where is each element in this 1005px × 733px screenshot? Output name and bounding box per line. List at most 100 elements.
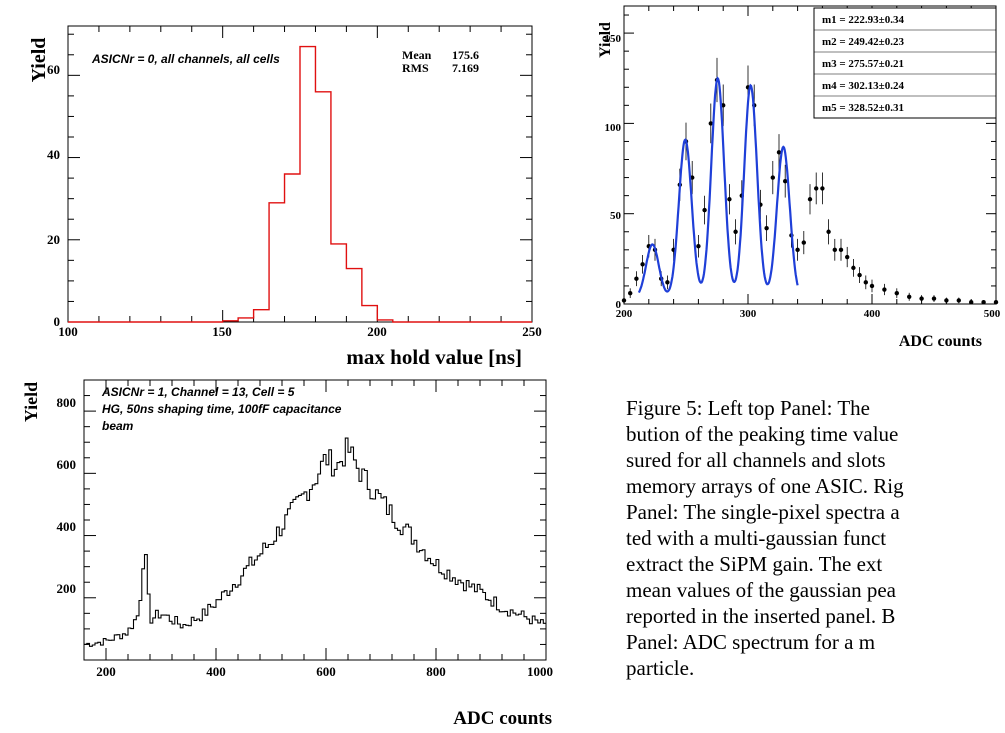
data-point [727, 197, 732, 202]
x-tick-label: 250 [522, 324, 542, 339]
data-point [634, 276, 639, 281]
y-tick-labels: 0 50 100 150 [605, 33, 622, 311]
data-point [764, 225, 769, 231]
y-tick-label: 400 [57, 519, 77, 534]
data-point [845, 254, 850, 260]
x-tick-label: 100 [58, 324, 78, 339]
x-tick-label: 300 [740, 308, 757, 320]
panel-top-left: Yield 0 20 40 60 100 150 200 250 ASICNr … [0, 0, 560, 372]
plot-annotation-line-2: HG, 50ns shaping time, 100fF capacitance [102, 402, 342, 416]
data-point [665, 280, 670, 285]
caption-line: Panel: The single-pixel spectra a [626, 500, 900, 524]
data-point [919, 296, 924, 301]
data-point [869, 283, 875, 289]
x-tick-label: 400 [206, 664, 226, 679]
panel-right: Yield 0 50 100 150 200 300 400 500 m1 = … [588, 0, 1005, 360]
ylabel: Yield [28, 38, 50, 83]
panel-bottom-left: Yield 200 400 600 800 200 400 600 800 10… [0, 372, 560, 729]
data-point [807, 197, 813, 202]
caption-line: Panel: ADC spectrum for a m [626, 630, 876, 654]
histogram-line [84, 437, 546, 647]
caption-line: particle. [626, 656, 695, 680]
data-point [621, 298, 627, 303]
plot-frame [623, 5, 997, 305]
xlabel: ADC counts [899, 333, 982, 350]
y-tick-label: 600 [57, 457, 77, 472]
data-point [993, 299, 999, 305]
data-point [857, 272, 862, 278]
data-point [956, 298, 961, 303]
axis-ticks [67, 26, 533, 323]
stats-mean-value: 175.6 [452, 48, 479, 62]
xlabel: max hold value [ns] [346, 345, 522, 369]
data-point [696, 244, 701, 249]
x-tick-labels: 200 300 400 500 [616, 308, 1001, 320]
data-point [826, 229, 831, 234]
plot-annotation-line-1: ASICNr = 1, Channel = 13, Cell = 5 [101, 385, 295, 399]
chart-bottom-left: Yield 200 400 600 800 200 400 600 800 10… [21, 379, 553, 729]
y-tick-label: 200 [57, 581, 77, 596]
stats-rms-label: RMS [402, 61, 429, 75]
data-point [776, 150, 782, 155]
data-point [733, 229, 738, 234]
x-tick-label: 200 [96, 664, 116, 679]
data-point [832, 247, 837, 253]
y-tick-label: 20 [47, 232, 60, 247]
fit-mean-m4: m4 = 302.13±0.24 [822, 80, 904, 92]
data-point [628, 290, 633, 296]
y-tick-label: 40 [47, 147, 60, 162]
stats-box: Mean 175.6 RMS 7.169 [402, 48, 479, 75]
fit-mean-m1: m1 = 222.93±0.34 [822, 14, 904, 26]
chart-right: Yield 0 50 100 150 200 300 400 500 m1 = … [597, 5, 1001, 350]
data-point [795, 247, 800, 253]
plot-annotation-line-3: beam [102, 419, 134, 433]
ylabel: Yield [597, 22, 614, 58]
x-tick-label: 400 [864, 308, 881, 320]
caption-line: sured for all channels and slots [626, 448, 886, 472]
data-point [981, 299, 986, 305]
stats-rms-value: 7.169 [452, 61, 479, 75]
axis-ticks [84, 379, 547, 661]
fit-results-box: m1 = 222.93±0.34 m2 = 249.42±0.23 m3 = 2… [813, 7, 997, 119]
fit-mean-m2: m2 = 249.42±0.23 [822, 36, 904, 48]
x-tick-label: 600 [316, 664, 336, 679]
y-tick-label: 0 [616, 299, 622, 311]
data-point [640, 262, 645, 267]
fit-curve [637, 76, 799, 294]
caption-line: ted with a multi-gaussian funct [626, 526, 887, 550]
data-point [969, 299, 974, 305]
data-point [894, 290, 899, 296]
stats-mean-label: Mean [402, 48, 432, 62]
data-point [814, 186, 819, 191]
data-point [838, 247, 844, 253]
caption-line: reported in the inserted panel. B [626, 604, 896, 628]
x-tick-labels: 200 400 600 800 1000 [96, 664, 553, 679]
y-tick-label: 50 [610, 210, 622, 222]
x-tick-labels: 100 150 200 250 [58, 324, 542, 339]
x-tick-label: 150 [212, 324, 232, 339]
xlabel: ADC counts [453, 708, 552, 728]
fit-box-frame [813, 7, 997, 119]
caption-line: Figure 5: Left top Panel: The [626, 396, 870, 420]
data-point [931, 296, 937, 301]
figure-caption: Figure 5: Left top Panel: The bution of … [626, 395, 1005, 728]
y-tick-label: 60 [47, 62, 60, 77]
y-tick-label: 0 [54, 314, 61, 329]
chart-top-left: Yield 0 20 40 60 100 150 200 250 ASICNr … [28, 25, 542, 369]
y-tick-label: 100 [605, 122, 622, 134]
histogram-line [68, 45, 532, 323]
fit-mean-m3: m3 = 275.57±0.21 [822, 58, 904, 70]
x-tick-label: 200 [367, 324, 387, 339]
data-point [702, 207, 707, 213]
data-point [863, 280, 868, 285]
data-point [882, 287, 887, 292]
x-tick-label: 500 [984, 308, 1001, 320]
plot-frame [67, 25, 533, 323]
caption-line: extract the SiPM gain. The ext [626, 552, 883, 576]
x-tick-label: 1000 [527, 664, 553, 679]
data-point [770, 175, 775, 180]
fit-mean-m5: m5 = 328.52±0.31 [822, 102, 904, 114]
data-point [820, 186, 825, 191]
ylabel: Yield [21, 382, 41, 422]
y-tick-labels: 0 20 40 60 [47, 62, 60, 329]
